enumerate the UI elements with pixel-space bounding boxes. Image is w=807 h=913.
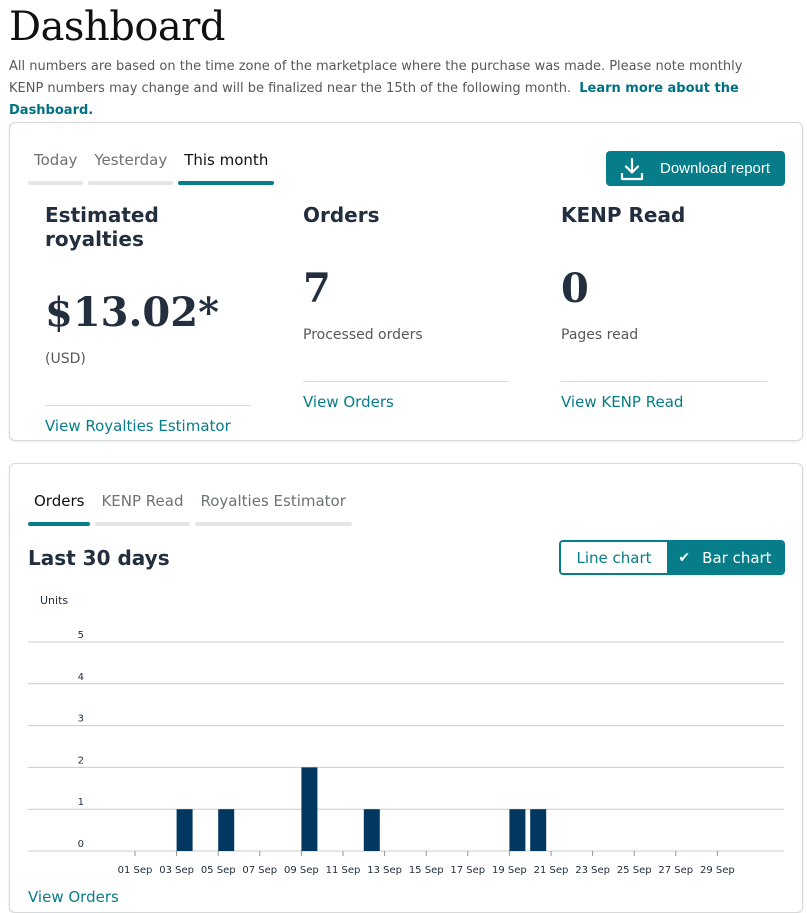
metric-subtitle: (USD) [45,351,86,367]
y-axis-label: Units [40,594,68,607]
chart-card: Orders KENP Read Royalties Estimator Las… [9,463,803,913]
learn-more-link[interactable]: Learn more about the Dashboard. [9,81,739,118]
x-tick-label: 25 Sep [617,865,652,876]
view-orders-chart-link[interactable]: View Orders [28,888,119,906]
x-tick-label: 23 Sep [575,865,610,876]
metric-royalties: Estimated royalties $13.02* (USD) View R… [45,203,251,435]
bar-20-sep [530,809,547,851]
metric-subtitle: Pages read [561,327,639,343]
tab-today[interactable]: Today [28,123,84,185]
x-tick-label: 05 Sep [201,865,236,876]
x-tick-label: 29 Sep [700,865,735,876]
metric-kenp: KENP Read 0 Pages read View KENP Read [561,203,767,411]
download-report-button[interactable]: Download report [606,151,785,186]
view-royalties-estimator-link[interactable]: View Royalties Estimator [45,417,231,435]
x-tick-label: 11 Sep [326,865,361,876]
metric-value: 0 [561,265,589,312]
y-tick-label: 1 [78,797,84,808]
y-tick-label: 2 [78,755,84,766]
dashboard-note: All numbers are based on the time zone o… [9,56,769,122]
bar-12-sep [363,809,380,851]
chart-tabs: Orders KENP Read Royalties Estimator [28,464,357,526]
bar-09-sep [301,767,318,851]
metric-title: KENP Read [561,203,686,227]
view-orders-link[interactable]: View Orders [303,393,394,411]
x-tick-label: 09 Sep [284,865,319,876]
y-tick-label: 4 [78,672,84,683]
summary-card: Today Yesterday This month Download repo… [9,122,803,441]
bar-03-sep [176,809,193,851]
x-tick-label: 15 Sep [409,865,444,876]
y-tick-label: 3 [78,714,84,725]
metric-orders: Orders 7 Processed orders View Orders [303,203,509,411]
metric-subtitle: Processed orders [303,327,423,343]
metric-value: 7 [303,265,331,312]
metric-title: Estimated royalties [45,203,159,251]
orders-bar-chart: Units 0 1 2 3 4 5 01 Sep 03 Sep 05 Sep 07 Sep 09 Se… [28,594,784,876]
x-tick-label: 17 Sep [450,865,485,876]
page-title: Dashboard [9,4,225,50]
check-icon: ✔ [678,549,691,566]
tab-yesterday[interactable]: Yesterday [88,123,174,185]
bar-05-sep [218,809,235,851]
x-tick-label: 13 Sep [367,865,402,876]
tab-orders[interactable]: Orders [28,464,91,526]
y-tick-label: 5 [78,630,84,641]
x-tick-label: 27 Sep [658,865,693,876]
x-tick-label: 01 Sep [118,865,153,876]
x-tick-label: 21 Sep [534,865,569,876]
chart-title: Last 30 days [28,546,170,570]
bar-chart-label: Bar chart [702,548,772,567]
divider [45,405,251,406]
tab-royalties-estimator[interactable]: Royalties Estimator [194,464,353,526]
x-tick-label: 07 Sep [242,865,277,876]
x-tick-label: 19 Sep [492,865,527,876]
view-kenp-read-link[interactable]: View KENP Read [561,393,684,411]
bar-19-sep [509,809,526,851]
chart-type-toggle: Line chart ✔ Bar chart [559,540,785,575]
divider [303,381,509,382]
download-report-label: Download report [660,160,771,177]
line-chart-button[interactable]: Line chart [561,542,667,573]
period-tabs: Today Yesterday This month [28,123,279,185]
tab-kenp-read[interactable]: KENP Read [95,464,190,526]
y-tick-label: 0 [78,839,84,850]
dashboard-note-text: All numbers are based on the time zone o… [9,59,743,96]
metric-value: $13.02* [45,289,220,336]
download-icon [620,157,644,180]
bar-chart-button[interactable]: ✔ Bar chart [667,542,783,573]
metric-title: Orders [303,203,380,227]
tab-this-month[interactable]: This month [178,123,275,185]
divider [561,381,767,382]
x-tick-label: 03 Sep [159,865,194,876]
